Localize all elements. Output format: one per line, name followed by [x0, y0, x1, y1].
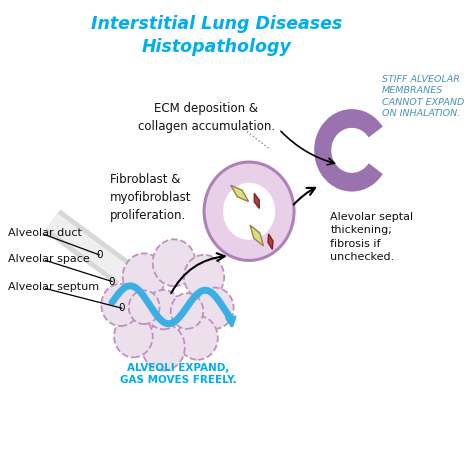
Text: 0: 0	[109, 276, 115, 286]
Polygon shape	[268, 234, 273, 249]
Text: Fibroblast &
myofibroblast
proliferation.: Fibroblast & myofibroblast proliferation…	[110, 173, 191, 222]
Text: ECM deposition &
collagen accumulation.: ECM deposition & collagen accumulation.	[137, 102, 275, 133]
Text: 0: 0	[118, 303, 125, 313]
Text: 0: 0	[96, 250, 102, 260]
Circle shape	[142, 324, 185, 371]
Text: Histopathology: Histopathology	[142, 38, 292, 56]
Circle shape	[123, 254, 165, 300]
Circle shape	[129, 291, 160, 324]
Circle shape	[204, 162, 294, 260]
Text: Interstitial Lung Diseases: Interstitial Lung Diseases	[91, 15, 343, 33]
Circle shape	[153, 239, 195, 286]
Circle shape	[114, 315, 153, 357]
Text: STIFF ALVEOLAR
MEMBRANES
CANNOT EXPAND
ON INHALATION.: STIFF ALVEOLAR MEMBRANES CANNOT EXPAND O…	[382, 75, 464, 118]
Text: Alevolar septal
thickening;
fibrosis if
unchecked.: Alevolar septal thickening; fibrosis if …	[330, 211, 413, 263]
Circle shape	[223, 182, 275, 240]
Polygon shape	[254, 193, 259, 209]
Circle shape	[184, 255, 224, 299]
Circle shape	[146, 290, 182, 329]
Circle shape	[178, 316, 218, 360]
Wedge shape	[314, 109, 383, 191]
Circle shape	[101, 284, 140, 326]
Text: ALVEOLI EXPAND,
GAS MOVES FREELY.: ALVEOLI EXPAND, GAS MOVES FREELY.	[120, 364, 237, 385]
Text: Alveolar space: Alveolar space	[8, 254, 90, 264]
Text: Alveolar septum: Alveolar septum	[8, 282, 99, 292]
Text: Alveolar duct: Alveolar duct	[8, 228, 82, 238]
Polygon shape	[250, 225, 264, 246]
Polygon shape	[231, 185, 248, 201]
Circle shape	[171, 293, 203, 329]
Circle shape	[196, 288, 234, 329]
